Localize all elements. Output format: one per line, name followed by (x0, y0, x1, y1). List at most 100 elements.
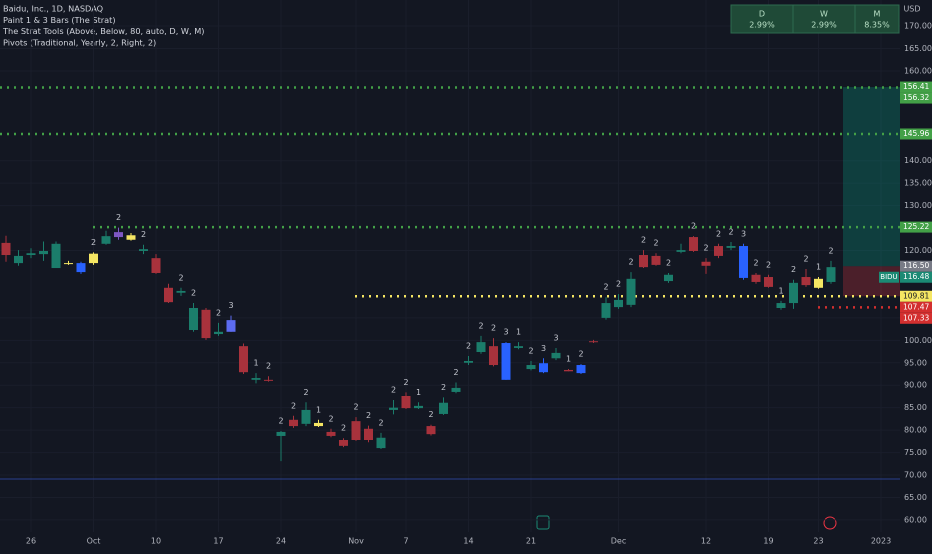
strat-label: 2 (666, 258, 671, 267)
earnings-icon[interactable] (536, 515, 550, 530)
candle-body (301, 409, 311, 424)
y-tick-label: 70.00 (904, 471, 927, 480)
y-tick-label: 85.00 (904, 403, 927, 412)
candle-body (826, 267, 836, 282)
strat-label: 2 (291, 401, 296, 410)
candle-body (776, 303, 786, 308)
candle-body (451, 387, 461, 392)
x-tick-label: 14 (463, 537, 473, 546)
price-tag-label: 116.50 (903, 261, 929, 270)
candle-body (51, 243, 61, 269)
strat-label: 1 (566, 355, 571, 364)
y-tick-label: 80.00 (904, 426, 927, 435)
strat-label: 1 (516, 328, 521, 337)
legend-entry: Paint 1 & 3 Bars (The Strat) (3, 15, 116, 25)
candle-body (651, 255, 661, 265)
strat-label: 2 (91, 238, 96, 247)
price-tag-label: 116.48 (903, 272, 929, 281)
candle-body (1, 242, 11, 256)
candle-body (426, 426, 436, 435)
y-tick-label: 65.00 (904, 493, 927, 502)
timeframe-period: D (759, 10, 765, 19)
dividend-icon[interactable] (823, 516, 837, 530)
strat-label: 2 (616, 280, 621, 289)
candle-body (464, 360, 473, 363)
candle-body (676, 250, 686, 252)
x-tick-label: 23 (813, 537, 823, 546)
candle-body (201, 309, 211, 339)
strat-label: 3 (741, 229, 746, 238)
legend-entry: The Strat Tools (Above, Below, 80, auto,… (2, 26, 204, 36)
strat-label: 3 (503, 328, 508, 337)
y-tick-label: 100.00 (904, 336, 932, 345)
price-tag-label: 156.32 (903, 93, 929, 102)
strat-label: 2 (703, 244, 708, 253)
strat-label: 2 (216, 308, 221, 317)
candle-body (26, 253, 36, 256)
candle-body (714, 246, 723, 256)
candle-body (801, 277, 811, 286)
currency: USD (903, 5, 920, 14)
x-tick-label: Nov (348, 537, 364, 546)
candle-body (689, 237, 698, 251)
price-tag-label: 125.22 (903, 222, 929, 231)
candle-body (339, 440, 348, 446)
strat-label: 2 (728, 228, 733, 237)
strat-label: 1 (816, 263, 821, 272)
candle-body (64, 263, 73, 265)
strat-label: 2 (441, 383, 446, 392)
strat-label: 2 (653, 239, 658, 248)
candle-body (14, 255, 23, 264)
candle-body (39, 250, 48, 255)
strat-label: 2 (353, 403, 358, 412)
strat-label: 2 (403, 378, 408, 387)
candle-body (764, 277, 773, 287)
target-zone (843, 87, 900, 267)
x-tick-label: 21 (526, 537, 536, 546)
candle-body (351, 421, 361, 440)
y-tick-label: 170.00 (904, 22, 932, 31)
candle-body (76, 263, 86, 273)
strat-label: 2 (766, 260, 771, 269)
candle-body (501, 343, 511, 380)
candle-body (389, 407, 398, 410)
candle-body (364, 428, 373, 440)
timeframe-period: W (820, 10, 828, 19)
candle-body (539, 363, 548, 373)
candle-body (376, 437, 386, 449)
candle-body (214, 331, 223, 335)
timeframe-period: M (874, 10, 881, 19)
candle-body (176, 290, 186, 293)
candle-body (264, 379, 273, 381)
price-tag-label: 107.33 (903, 313, 929, 322)
x-tick-label: 24 (276, 537, 286, 546)
symbol-tag-label: BIDU (880, 273, 897, 281)
candle-body (251, 378, 261, 380)
candle-body (789, 282, 798, 304)
strat-label: 2 (391, 386, 396, 395)
strat-label: 2 (366, 411, 371, 420)
candle-body (514, 346, 523, 348)
strat-label: 2 (378, 418, 383, 427)
x-tick-label: 7 (403, 537, 408, 546)
strat-label: 2 (428, 410, 433, 419)
price-tag (900, 128, 932, 140)
y-tick-label: 95.00 (904, 358, 927, 367)
candle-body (189, 308, 198, 330)
strat-label: 2 (453, 368, 458, 377)
strat-label: 2 (691, 222, 696, 231)
strat-label: 2 (303, 388, 308, 397)
strat-label: 3 (541, 344, 546, 353)
x-tick-label: 10 (151, 537, 161, 546)
strat-label: 3 (553, 333, 558, 342)
strat-label: 1 (316, 405, 321, 414)
candle-body (589, 341, 598, 343)
candle-body (814, 278, 823, 288)
strat-label: 2 (466, 342, 471, 351)
y-tick-label: 165.00 (904, 44, 932, 53)
candle-body (626, 278, 636, 305)
x-tick-label: 12 (701, 537, 711, 546)
price-tag (900, 81, 932, 93)
y-tick-label: 160.00 (904, 66, 932, 75)
